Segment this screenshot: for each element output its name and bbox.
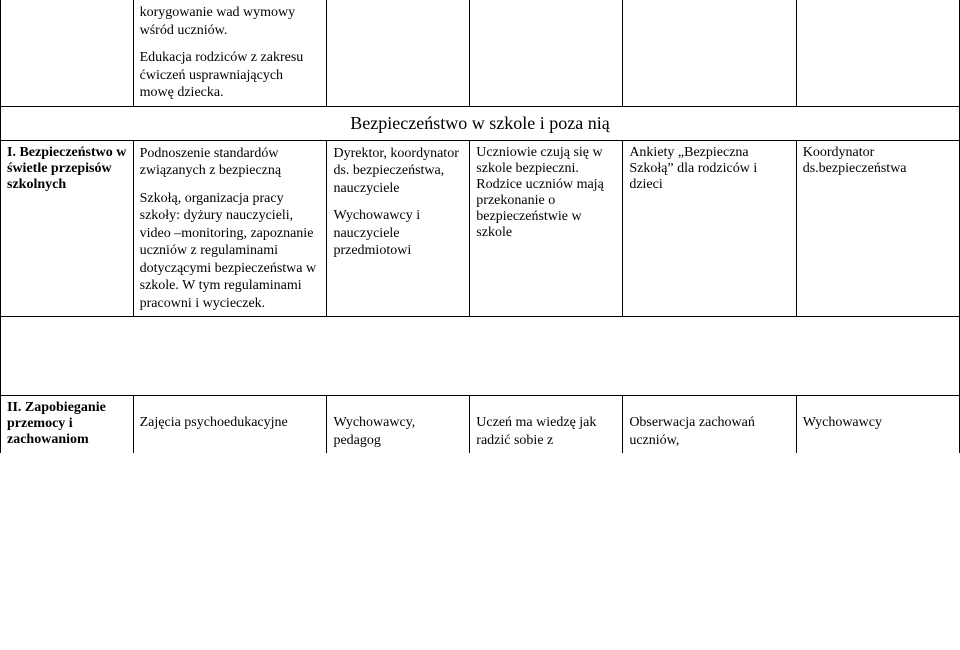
paragraph: Obserwacja zachowań uczniów, bbox=[629, 414, 789, 449]
paragraph: Wychowawcy, pedagog bbox=[333, 414, 463, 449]
spacer-cell bbox=[796, 317, 959, 396]
paragraph: Dyrektor, koordynator ds. bezpieczeństwa… bbox=[333, 145, 463, 198]
spacer-cell bbox=[470, 317, 623, 396]
cell-r2c2: Dyrektor, koordynator ds. bezpieczeństwa… bbox=[327, 140, 470, 317]
cell-r3c3: Uczeń ma wiedzę jak radzić sobie z bbox=[470, 396, 623, 454]
spacer-cell bbox=[327, 317, 470, 396]
section-header-row: Bezpieczeństwo w szkole i poza nią bbox=[1, 106, 960, 140]
cell-r3c5: Wychowawcy bbox=[796, 396, 959, 454]
spacer-row bbox=[1, 317, 960, 396]
cell-r1c0 bbox=[1, 0, 134, 106]
cell-r1c5 bbox=[796, 0, 959, 106]
cell-r3c1: Zajęcia psychoedukacyjne bbox=[133, 396, 327, 454]
cell-r3c0: II. Zapobieganie przemocy i zachowaniom bbox=[1, 396, 134, 454]
paragraph: Podnoszenie standardów związanych z bezp… bbox=[140, 145, 321, 180]
paragraph: Edukacja rodziców z zakresu ćwiczeń uspr… bbox=[140, 49, 321, 102]
paragraph: korygowanie wad wymowy wśród uczniów. bbox=[140, 4, 321, 39]
cell-r2c0: I. Bezpieczeństwo w świetle przepisów sz… bbox=[1, 140, 134, 317]
paragraph: Wychowawcy i nauczyciele przedmiotowi bbox=[333, 207, 463, 260]
row-title: I. Bezpieczeństwo w świetle przepisów sz… bbox=[7, 145, 126, 192]
cell-r1c4 bbox=[623, 0, 796, 106]
cell-r3c2: Wychowawcy, pedagog bbox=[327, 396, 470, 454]
table-row: I. Bezpieczeństwo w świetle przepisów sz… bbox=[1, 140, 960, 317]
table-row: korygowanie wad wymowy wśród uczniów. Ed… bbox=[1, 0, 960, 106]
row-title: II. Zapobieganie przemocy i zachowaniom bbox=[7, 400, 106, 447]
cell-r3c4: Obserwacja zachowań uczniów, bbox=[623, 396, 796, 454]
paragraph: Zajęcia psychoedukacyjne bbox=[140, 414, 321, 432]
cell-r2c3: Uczniowie czują się w szkole bezpieczni.… bbox=[470, 140, 623, 317]
cell-r1c1: korygowanie wad wymowy wśród uczniów. Ed… bbox=[133, 0, 327, 106]
cell-r1c2 bbox=[327, 0, 470, 106]
cell-r1c3 bbox=[470, 0, 623, 106]
paragraph: Uczeń ma wiedzę jak radzić sobie z bbox=[476, 414, 616, 449]
document-table: korygowanie wad wymowy wśród uczniów. Ed… bbox=[0, 0, 960, 453]
cell-r2c5: Koordynator ds.bezpieczeństwa bbox=[796, 140, 959, 317]
paragraph: Wychowawcy bbox=[803, 414, 953, 432]
cell-r2c4: Ankiety „Bezpieczna Szkołą” dla rodziców… bbox=[623, 140, 796, 317]
cell-r2c1: Podnoszenie standardów związanych z bezp… bbox=[133, 140, 327, 317]
table-row: II. Zapobieganie przemocy i zachowaniom … bbox=[1, 396, 960, 454]
paragraph: Szkołą, organizacja pracy szkoły: dyżury… bbox=[140, 190, 321, 313]
section-header: Bezpieczeństwo w szkole i poza nią bbox=[1, 106, 960, 140]
spacer-cell bbox=[623, 317, 796, 396]
spacer-cell bbox=[1, 317, 134, 396]
spacer-cell bbox=[133, 317, 327, 396]
